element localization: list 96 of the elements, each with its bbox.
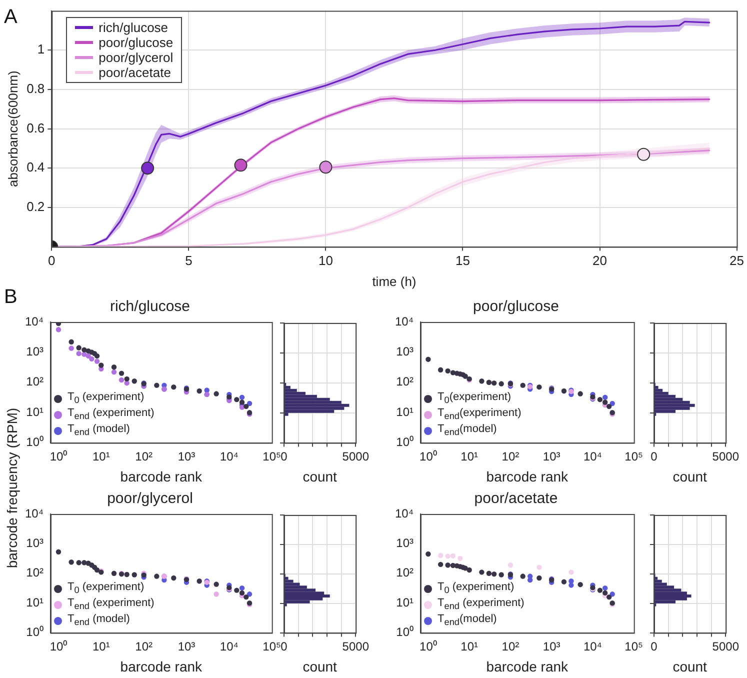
y-tick-label: 10⁴ xyxy=(394,506,414,520)
x-tick-label: 10⁵ xyxy=(624,639,644,654)
x-tick-label: 10 xyxy=(318,253,333,268)
x-tick-label: 0 xyxy=(650,449,658,464)
x-tick-label: 10⁵ xyxy=(262,639,282,654)
chart-title: poor/glucose xyxy=(473,298,559,316)
x-tick-label: 5 xyxy=(185,253,192,268)
y-tick-label: 0.6 xyxy=(26,120,45,136)
x-tick-label: 25 xyxy=(730,253,744,268)
legend-label: T$_{end}$ (experiment) xyxy=(68,406,154,424)
legend-label: rich/glucose xyxy=(98,20,168,35)
x-tick-label: 10³ xyxy=(542,449,560,464)
x-tick-label: 10⁰ xyxy=(420,449,437,464)
legend-label: poor/glucose xyxy=(98,34,174,50)
y-tick-label: 10⁰ xyxy=(26,435,44,450)
y-tick-label: 10² xyxy=(396,374,414,389)
legend-label: T$_{end}$(experiment) xyxy=(438,406,522,424)
y-tick-label: 0.8 xyxy=(26,81,45,96)
x-tick-label: 10⁴ xyxy=(583,449,602,464)
x-tick-label: 10² xyxy=(135,639,153,654)
x-tick-label: 5000 xyxy=(712,449,740,464)
y-tick-label: 10¹ xyxy=(396,595,414,610)
x-tick-label: 0 xyxy=(280,639,288,654)
x-tick-label: 10¹ xyxy=(460,639,478,654)
x-tick-label: 10¹ xyxy=(92,639,110,654)
chart-title: poor/glycerol xyxy=(107,490,193,508)
y-tick-label: 1 xyxy=(37,42,45,57)
x-tick-label: 10⁴ xyxy=(220,639,238,654)
x-tick-label: 10⁵ xyxy=(262,449,282,464)
legend-label: T$_{end}$(model) xyxy=(438,423,497,440)
x-tick-label: 5000 xyxy=(342,449,370,464)
legend-label: T$_{end}$ (model) xyxy=(68,613,130,630)
x-tick-label: 10¹ xyxy=(92,449,110,464)
x-tick-label: 10⁰ xyxy=(50,639,68,654)
x-tick-label: 0 xyxy=(48,253,56,268)
y-tick-label: 10⁰ xyxy=(396,435,414,450)
x-axis-title: count xyxy=(302,468,338,484)
chart-title: poor/acetate xyxy=(474,490,558,508)
x-axis-title: barcode rank xyxy=(120,468,204,484)
x-tick-label: 10² xyxy=(502,449,520,464)
x-tick-label: 10⁴ xyxy=(583,639,602,654)
x-axis-title: count xyxy=(672,468,708,484)
x-tick-label: 10² xyxy=(135,449,153,464)
x-tick-label: 10¹ xyxy=(460,449,478,464)
y-tick-label: 10¹ xyxy=(396,404,414,419)
legend-label: T$_{end}$ (experiment) xyxy=(438,596,524,614)
x-axis-title: time (h) xyxy=(372,274,416,289)
legend-label: poor/acetate xyxy=(98,64,171,80)
x-tick-label: 10³ xyxy=(542,639,560,654)
text: B xyxy=(4,286,18,309)
legend-label: T$_{end}$ (experiment) xyxy=(68,596,154,614)
y-tick-label: 10³ xyxy=(26,536,44,550)
x-axis-title: count xyxy=(672,658,708,674)
x-tick-label: 0 xyxy=(650,639,658,654)
x-axis-title: barcode rank xyxy=(486,658,570,674)
y-axis-title: absorbance(600nm) xyxy=(5,70,20,187)
y-tick-label: 10³ xyxy=(26,344,44,359)
x-tick-label: 10³ xyxy=(178,639,196,654)
legend-label: T$_{0}$ (experiment) xyxy=(68,580,144,597)
chart-title: rich/glucose xyxy=(110,298,190,316)
y-tick-label: 10³ xyxy=(396,536,414,550)
legend-label: T$_{end}$(model) xyxy=(438,613,497,630)
x-axis-title: barcode rank xyxy=(120,658,204,674)
x-tick-label: 10⁰ xyxy=(50,449,68,464)
x-tick-label: 10⁴ xyxy=(220,449,238,464)
x-tick-label: 10³ xyxy=(178,449,196,464)
y-tick-label: 10⁴ xyxy=(394,314,414,328)
x-tick-label: 10⁰ xyxy=(420,639,437,654)
x-tick-label: 10² xyxy=(502,639,520,654)
y-tick-label: 10⁰ xyxy=(396,625,414,640)
y-tick-label: 10¹ xyxy=(26,595,44,610)
y-tick-label: 10¹ xyxy=(26,404,44,419)
legend-label: T$_{0}$ (experiment) xyxy=(438,580,514,597)
y-tick-label: 10⁰ xyxy=(26,625,44,640)
legend-label: T$_{0}$(experiment) xyxy=(438,390,512,407)
y-tick-label: 0.2 xyxy=(26,199,45,214)
x-axis-title: barcode rank xyxy=(486,468,570,484)
legend-label: T$_{end}$ (model) xyxy=(68,423,130,440)
x-tick-label: 5000 xyxy=(712,639,740,654)
x-tick-label: 0 xyxy=(280,449,288,464)
x-tick-label: 10⁵ xyxy=(624,449,644,464)
legend-label: T$_{0}$ (experiment) xyxy=(68,390,144,407)
text: A xyxy=(4,6,18,29)
y-tick-label: 10² xyxy=(396,566,414,580)
x-tick-label: 5000 xyxy=(342,639,370,654)
y-tick-label: 0.4 xyxy=(26,160,45,175)
x-tick-label: 20 xyxy=(592,253,607,268)
y-axis-title: barcode frequency (RPM) xyxy=(4,408,20,568)
y-tick-label: 10² xyxy=(26,566,44,580)
y-tick-label: 10² xyxy=(26,374,44,389)
y-tick-label: 10³ xyxy=(396,344,414,359)
y-tick-label: 10⁴ xyxy=(24,506,44,520)
x-axis-title: count xyxy=(302,658,338,674)
legend-label: poor/glycerol xyxy=(98,50,174,65)
x-tick-label: 15 xyxy=(455,253,470,268)
y-tick-label: 10⁴ xyxy=(24,314,44,328)
